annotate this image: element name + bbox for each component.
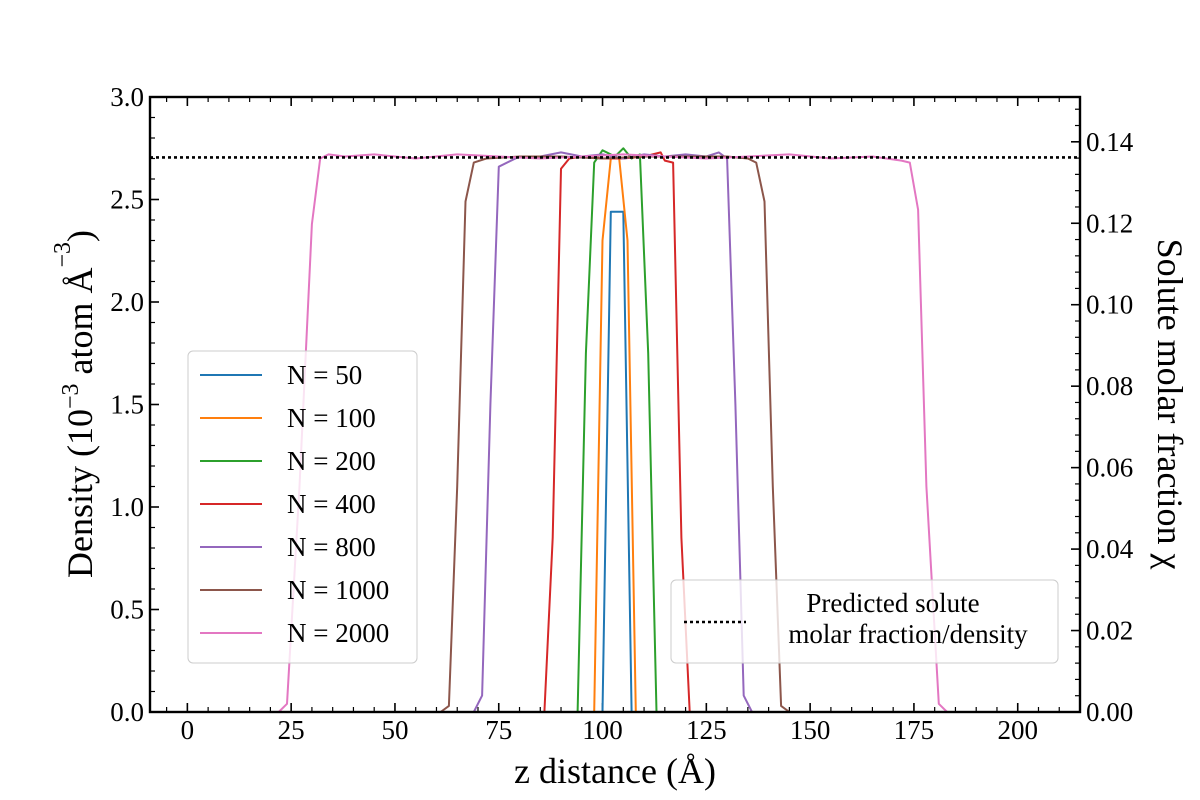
predicted-legend-label-line2: molar fraction/density — [788, 619, 1028, 649]
y-axis-label-exp2: −3 — [50, 242, 76, 268]
y-tick-label: 0.0 — [110, 697, 144, 727]
secondary-y-axis-label: Solute molar fraction χ — [1150, 239, 1190, 570]
y2-tick-label: 0.14 — [1086, 127, 1134, 157]
series-line-400 — [543, 151, 691, 713]
x-axis-label: z distance (Å) — [514, 751, 716, 791]
y-axis-label-main: Density (10 — [60, 409, 100, 578]
x-tick-label: 25 — [278, 715, 305, 745]
series-legend: N = 50 N = 100 N = 200 N = 400 N = 800 N = 10… — [187, 350, 418, 664]
series-legend-frame — [187, 350, 418, 664]
y2-tick-label: 0.06 — [1086, 453, 1133, 483]
y-axis-label-end: ) — [60, 230, 100, 242]
series-line-50 — [601, 210, 633, 713]
x-tick-label: 150 — [790, 715, 831, 745]
y2-tick-label: 0.12 — [1086, 208, 1133, 238]
predicted-legend: Predicted solute molar fraction/density — [670, 579, 1059, 664]
y-tick-label: 3.0 — [110, 82, 144, 112]
series-line-1000 — [440, 155, 790, 713]
x-tick-label: 0 — [181, 715, 195, 745]
y2-tick-label: 0.04 — [1086, 534, 1134, 564]
y-tick-label: 1.5 — [110, 390, 144, 420]
y-tick-label: 1.0 — [110, 492, 144, 522]
legend-label: N = 50 — [287, 360, 362, 390]
x-tick-label: 200 — [997, 715, 1038, 745]
predicted-legend-label-line1: Predicted solute — [806, 588, 979, 618]
predicted-legend-frame — [670, 579, 1059, 664]
y2-tick-label: 0.00 — [1086, 697, 1133, 727]
y-axis-label-mid: atom Å — [60, 268, 100, 384]
x-tick-label: 75 — [485, 715, 512, 745]
y2-tick-label: 0.10 — [1086, 290, 1133, 320]
legend-label: N = 200 — [287, 446, 376, 476]
legend-label: N = 800 — [287, 532, 376, 562]
legend-label: N = 1000 — [287, 575, 389, 605]
y2-tick-label: 0.02 — [1086, 616, 1133, 646]
y-tick-label: 2.0 — [110, 287, 144, 317]
y-tick-label: 2.5 — [110, 185, 144, 215]
x-tick-label: 125 — [686, 715, 727, 745]
y2-tick-label: 0.08 — [1086, 371, 1133, 401]
x-tick-label: 175 — [894, 715, 935, 745]
series-line-200 — [576, 147, 658, 713]
y-tick-label: 0.5 — [110, 595, 144, 625]
y-axis-label-exp1: −3 — [58, 384, 84, 410]
x-tick-label: 100 — [582, 715, 623, 745]
plot-frame — [148, 95, 1082, 714]
x-tick-label: 50 — [381, 715, 408, 745]
legend-label: N = 400 — [287, 489, 376, 519]
y-axis-label: Density (10−3 atom Å−3) — [50, 230, 100, 578]
series-line-2000 — [277, 153, 948, 713]
legend-label: N = 100 — [287, 403, 376, 433]
legend-label: N = 2000 — [287, 618, 389, 648]
